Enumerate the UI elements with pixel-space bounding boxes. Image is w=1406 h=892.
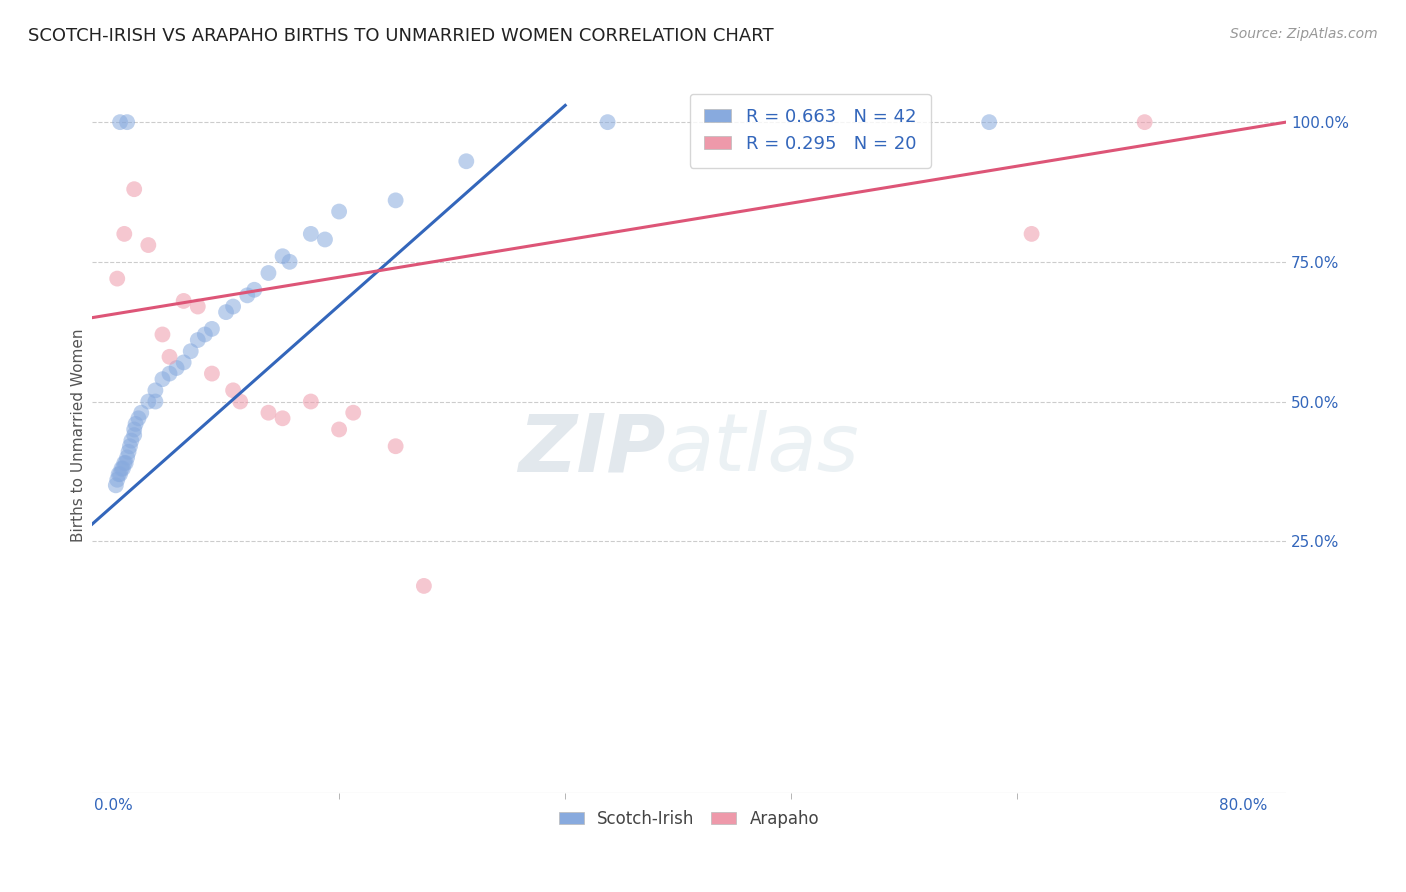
Point [342,406,364,420]
Point [152,372,174,386]
Point [201,367,224,381]
Point [222,300,245,314]
Point [108,467,131,482]
Point [117,445,139,459]
Point [596,115,619,129]
Point [328,204,350,219]
Point [112,456,135,470]
Point [215,305,238,319]
Point [257,266,280,280]
Point [105,473,128,487]
Point [107,467,129,482]
Point [114,456,136,470]
Point [384,194,406,208]
Point [384,439,406,453]
Point [122,182,145,196]
Point [201,322,224,336]
Text: SCOTCH-IRISH VS ARAPAHO BIRTHS TO UNMARRIED WOMEN CORRELATION CHART: SCOTCH-IRISH VS ARAPAHO BIRTHS TO UNMARR… [28,27,773,45]
Point [122,422,145,436]
Legend: Scotch-Irish, Arapaho: Scotch-Irish, Arapaho [553,803,825,834]
Point [159,367,181,381]
Point [122,428,145,442]
Point [105,271,128,285]
Point [104,478,127,492]
Point [1133,115,1156,129]
Y-axis label: Births to Unmarried Women: Births to Unmarried Women [72,328,86,541]
Point [243,283,266,297]
Point [299,227,322,241]
Text: atlas: atlas [665,410,859,488]
Point [271,411,294,425]
Point [152,327,174,342]
Point [145,394,167,409]
Point [299,394,322,409]
Point [456,154,478,169]
Point [257,406,280,420]
Point [166,361,188,376]
Point [328,422,350,436]
Point [110,461,132,475]
Point [229,394,252,409]
Point [129,406,152,420]
Point [194,327,217,342]
Point [115,115,138,129]
Point [187,333,209,347]
Point [173,355,195,369]
Point [187,300,209,314]
Point [271,249,294,263]
Point [412,579,434,593]
Point [180,344,202,359]
Point [236,288,259,302]
Point [136,238,159,252]
Point [979,115,1001,129]
Point [1021,227,1043,241]
Text: ZIP: ZIP [517,410,665,488]
Point [108,115,131,129]
Point [111,461,134,475]
Point [145,384,167,398]
Text: Source: ZipAtlas.com: Source: ZipAtlas.com [1230,27,1378,41]
Point [124,417,146,431]
Point [314,232,336,246]
Point [159,350,181,364]
Point [120,434,142,448]
Point [222,384,245,398]
Point [112,227,135,241]
Point [173,293,195,308]
Point [136,394,159,409]
Point [115,450,138,465]
Point [118,439,141,453]
Point [278,255,301,269]
Point [127,411,149,425]
